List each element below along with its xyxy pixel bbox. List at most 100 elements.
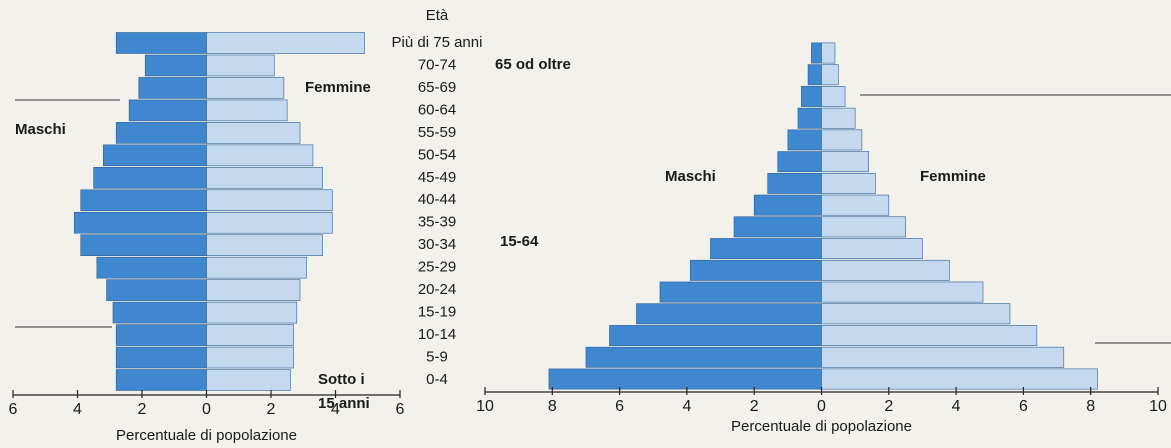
category-label: 15-19 xyxy=(418,304,456,321)
bar xyxy=(821,368,1098,390)
category-label: 20-24 xyxy=(418,281,456,298)
bar xyxy=(106,279,207,301)
bar xyxy=(80,234,207,256)
category-axis-title: Età xyxy=(426,7,449,24)
category-label: 65-69 xyxy=(418,79,456,96)
bar xyxy=(206,324,294,346)
bar xyxy=(206,211,333,234)
bar xyxy=(821,64,839,86)
category-label: 0-4 xyxy=(426,371,448,388)
category-label: 45-49 xyxy=(418,169,456,186)
category-label: 35-39 xyxy=(418,214,456,231)
x-tick-label: 8 xyxy=(1086,398,1095,415)
x-tick-label: 0 xyxy=(202,401,211,418)
series-label: Femmine xyxy=(305,79,371,96)
bar xyxy=(689,259,822,281)
bar xyxy=(787,129,822,151)
bar xyxy=(206,32,365,54)
bar xyxy=(821,42,836,64)
bar xyxy=(821,259,950,281)
x-tick-label: 4 xyxy=(952,398,961,415)
x-tick-label: 10 xyxy=(1149,398,1167,415)
bar xyxy=(609,325,822,346)
bar xyxy=(128,99,207,122)
bar xyxy=(206,346,294,369)
bar xyxy=(73,211,207,234)
x-axis-title: Percentuale di popolazione xyxy=(116,427,297,444)
bar xyxy=(797,107,822,129)
annotation: 15-64 xyxy=(500,233,539,250)
x-tick-label: 6 xyxy=(9,401,18,418)
annotation: 65 od oltre xyxy=(495,56,571,73)
bar xyxy=(821,325,1038,346)
bar xyxy=(710,238,822,260)
annotation: Sotto i xyxy=(318,371,365,388)
series-label: Maschi xyxy=(15,121,66,138)
category-label: Più di 75 anni xyxy=(392,34,483,51)
bar xyxy=(206,122,301,144)
bar xyxy=(206,144,314,167)
bar xyxy=(115,32,207,54)
x-tick-label: 6 xyxy=(396,401,405,418)
x-tick-label: 0 xyxy=(817,398,826,415)
bar xyxy=(206,99,288,122)
x-tick-label: 6 xyxy=(615,398,624,415)
x-tick-label: 4 xyxy=(682,398,691,415)
bar xyxy=(103,144,207,167)
x-tick-label: 6 xyxy=(1019,398,1028,415)
x-tick-label: 4 xyxy=(73,401,82,418)
category-label: 25-29 xyxy=(418,259,456,276)
x-tick-label: 8 xyxy=(548,398,557,415)
category-label: 5-9 xyxy=(426,349,448,366)
category-label: 10-14 xyxy=(418,326,456,343)
series-label: Maschi xyxy=(665,168,716,185)
bar xyxy=(206,189,333,212)
bar xyxy=(206,279,301,301)
bar xyxy=(659,281,822,303)
bar xyxy=(821,238,923,260)
bar xyxy=(777,151,822,173)
bar xyxy=(206,256,307,279)
bar xyxy=(115,324,207,346)
bar xyxy=(112,301,207,324)
x-tick-label: 2 xyxy=(267,401,276,418)
bar xyxy=(821,151,869,173)
category-label: 70-74 xyxy=(418,56,456,73)
bar xyxy=(206,77,285,99)
bar xyxy=(801,86,822,107)
bar xyxy=(115,346,207,369)
bar xyxy=(206,369,291,391)
bar xyxy=(821,346,1065,368)
category-label: 60-64 xyxy=(418,101,456,118)
bar xyxy=(821,303,1011,325)
bar xyxy=(206,301,298,324)
x-tick-label: 2 xyxy=(138,401,147,418)
bar xyxy=(767,172,822,194)
bar xyxy=(807,64,822,86)
category-label: 40-44 xyxy=(418,191,456,208)
bar xyxy=(80,189,207,212)
bar xyxy=(585,346,822,368)
bar xyxy=(138,77,207,99)
bar xyxy=(206,54,275,77)
bar xyxy=(821,129,863,151)
bar xyxy=(96,256,207,279)
bar xyxy=(206,234,323,256)
bar xyxy=(821,86,846,107)
bar xyxy=(636,303,822,325)
bar xyxy=(548,368,822,390)
annotation: 15 anni xyxy=(318,395,370,412)
x-tick-label: 4 xyxy=(331,401,340,418)
bar xyxy=(93,167,207,189)
bar xyxy=(821,194,890,216)
x-tick-label: 2 xyxy=(750,398,759,415)
bar xyxy=(115,369,207,391)
bar xyxy=(821,107,856,129)
bar xyxy=(733,216,822,238)
category-label: 50-54 xyxy=(418,146,456,163)
series-label: Femmine xyxy=(920,168,986,185)
bar xyxy=(821,281,984,303)
bar xyxy=(144,54,207,77)
bar xyxy=(753,194,822,216)
